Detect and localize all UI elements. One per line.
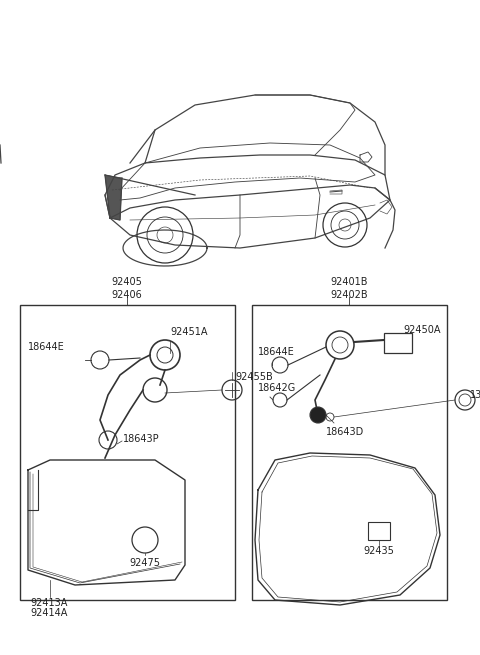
Text: 92401B: 92401B	[330, 277, 368, 287]
Text: 92475: 92475	[130, 558, 160, 568]
Text: 92435: 92435	[363, 546, 395, 556]
Text: 92414A: 92414A	[30, 608, 67, 618]
Text: 92413A: 92413A	[30, 598, 67, 608]
Text: 92455B: 92455B	[235, 372, 273, 382]
Text: 92451A: 92451A	[170, 327, 207, 337]
FancyBboxPatch shape	[252, 305, 447, 600]
Text: 18643P: 18643P	[123, 434, 160, 444]
FancyBboxPatch shape	[20, 305, 235, 600]
Polygon shape	[105, 175, 122, 220]
Text: 92402B: 92402B	[330, 290, 368, 300]
FancyBboxPatch shape	[368, 522, 390, 540]
Text: 92406: 92406	[112, 290, 143, 300]
Text: 18643D: 18643D	[326, 427, 364, 437]
Text: 18644E: 18644E	[28, 342, 65, 352]
Circle shape	[310, 407, 326, 423]
Text: 18642G: 18642G	[258, 383, 296, 393]
Text: 1327AA: 1327AA	[470, 390, 480, 400]
Text: 92405: 92405	[111, 277, 143, 287]
Text: 92450A: 92450A	[403, 325, 441, 335]
Text: 18644E: 18644E	[258, 347, 295, 357]
FancyBboxPatch shape	[384, 333, 412, 353]
